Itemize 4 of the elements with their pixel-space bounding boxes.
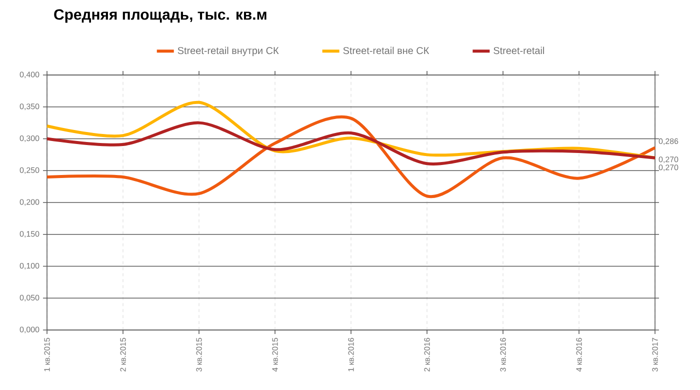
legend-label: Street-retail [494, 46, 544, 54]
legend-label: Street-retail вне СК [343, 46, 430, 54]
legend-label: Street-retail внутри СК [178, 46, 279, 56]
chart-title: Средняя площадь, тыс. кв.м [54, 9, 266, 23]
